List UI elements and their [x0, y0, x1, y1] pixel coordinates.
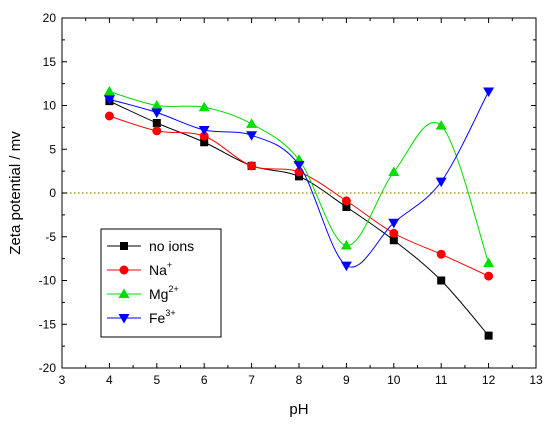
x-tick-label-5: 5 [153, 373, 160, 387]
data-point-no-ions-12 [484, 331, 493, 340]
x-tick-label-4: 4 [106, 373, 113, 387]
data-point-fe-3--12 [483, 87, 495, 97]
data-point-na--4 [104, 111, 114, 121]
y-axis-title: Zeta potential / mv [7, 131, 24, 255]
y-tick-label--15: -15 [39, 317, 57, 331]
data-point-fe-3--6 [198, 126, 210, 136]
data-point-mg-2--10 [388, 166, 400, 176]
legend-marker-na- [119, 265, 129, 275]
data-point-mg-2--11 [435, 120, 447, 130]
data-point-na--6 [199, 131, 209, 141]
data-point-na--5 [152, 126, 162, 136]
legend-superscript-fe-3-: 3+ [165, 308, 175, 318]
data-point-na--11 [436, 249, 446, 259]
x-tick-label-8: 8 [296, 373, 303, 387]
y-tick-label-20: 20 [43, 11, 57, 25]
x-axis-title: pH [289, 401, 308, 418]
y-tick-label-10: 10 [43, 99, 57, 113]
data-point-na--8 [294, 167, 304, 177]
axes: 3 4 5 6 7 8 9 10 11 12 13 -20 -15 -10 -5 0 5 10 15 20 [39, 11, 543, 387]
data-point-na--7 [247, 161, 257, 171]
series-fe-3- [103, 87, 495, 272]
data-point-fe-3--11 [435, 177, 447, 188]
y-tick-label--5: -5 [45, 230, 56, 244]
data-point-mg-2--12 [483, 257, 495, 267]
data-point-fe-3--10 [388, 218, 400, 229]
data-point-mg-2--7 [246, 118, 258, 128]
legend-superscript-mg-2-: 2+ [168, 284, 178, 294]
y-tick-label--20: -20 [39, 361, 57, 375]
data-point-mg-2--4 [103, 86, 115, 96]
data-point-no-ions-9 [342, 203, 351, 211]
data-point-mg-2--6 [198, 101, 210, 112]
data-point-na--10 [389, 228, 399, 238]
data-point-fe-3--8 [293, 161, 305, 171]
legend-label-no-ions: no ions [149, 238, 194, 254]
series-layer [103, 86, 495, 340]
x-tick-label-11: 11 [435, 373, 448, 387]
x-tick-label-10: 10 [387, 373, 401, 387]
data-point-no-ions-11 [437, 276, 446, 285]
data-point-fe-3--7 [246, 131, 258, 141]
legend-entry-no-ions: no ions [107, 238, 194, 254]
legend-superscript-na-: + [167, 260, 172, 270]
y-tick-label--10: -10 [39, 274, 57, 288]
data-point-na--12 [484, 271, 494, 281]
legend-marker-mg-2- [118, 288, 130, 298]
data-point-no-ions-10 [389, 236, 398, 245]
x-tick-label-13: 13 [529, 373, 543, 387]
series-na- [104, 111, 494, 281]
data-point-fe-3--9 [340, 261, 352, 272]
data-point-mg-2--9 [340, 240, 352, 250]
x-tick-label-12: 12 [482, 373, 496, 387]
data-point-fe-3--5 [151, 108, 163, 118]
y-tick-label-5: 5 [49, 142, 56, 156]
legend-entry-na-: Na+ [107, 260, 172, 278]
x-tick-label-3: 3 [59, 373, 66, 387]
x-tick-label-7: 7 [248, 373, 255, 387]
legend-marker-no-ions [120, 242, 128, 250]
series-line-fe-3- [109, 91, 490, 268]
data-point-no-ions-5 [152, 119, 161, 127]
y-tick-label-0: 0 [49, 186, 56, 200]
x-tick-label-6: 6 [201, 373, 208, 387]
data-point-mg-2--5 [151, 100, 163, 110]
legend-label-na-: Na+ [149, 260, 172, 278]
data-point-fe-3--4 [103, 95, 115, 105]
x-tick-label-9: 9 [343, 373, 350, 387]
y-tick-label-15: 15 [43, 55, 57, 69]
data-point-no-ions-6 [200, 138, 209, 147]
legend-marker-fe-3- [118, 314, 130, 324]
data-point-na--9 [341, 196, 351, 206]
